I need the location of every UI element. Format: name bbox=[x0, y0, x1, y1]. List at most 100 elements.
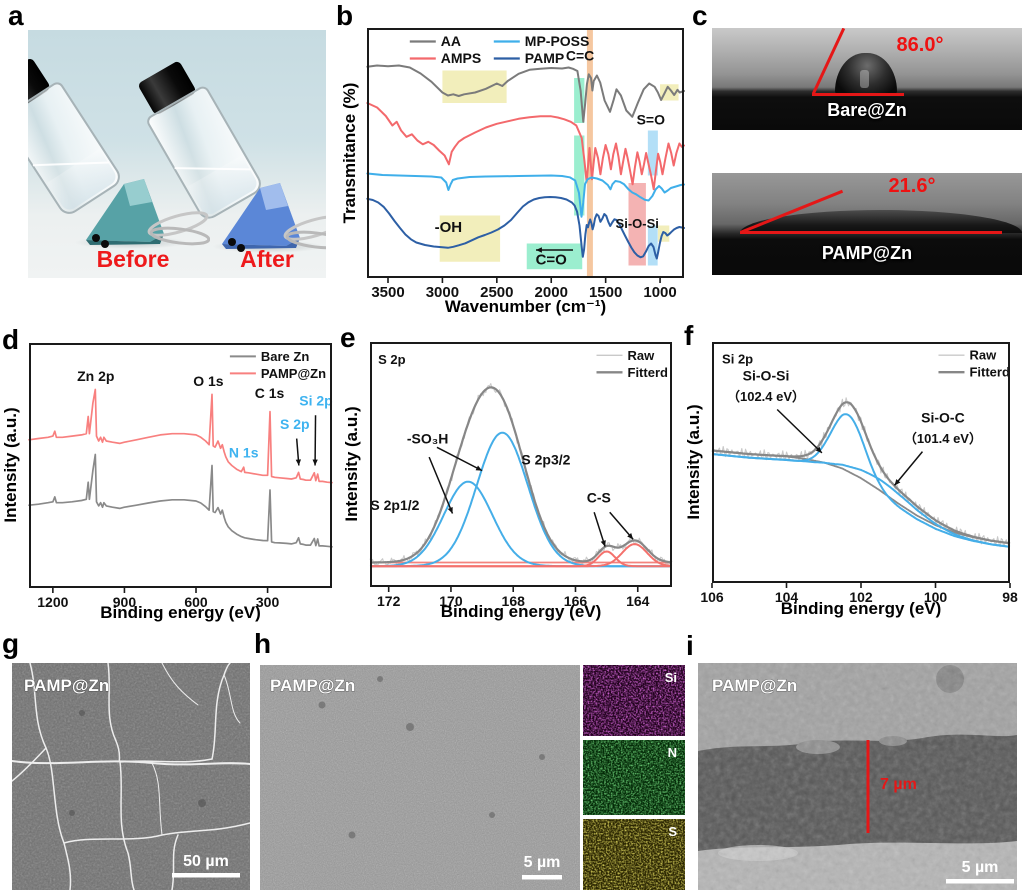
highlight-band bbox=[574, 78, 585, 123]
series-PAMP@Zn bbox=[28, 388, 333, 484]
x-tick-label: 166 bbox=[564, 593, 588, 609]
x-tick-label: 1000 bbox=[643, 284, 676, 301]
sem-dark-spots bbox=[69, 710, 225, 866]
liquid-line bbox=[174, 167, 251, 171]
ftir-chart: 3500 3000 2500 2000 1500 1000 C=C S=O -OH C=O Si-O… bbox=[366, 28, 685, 301]
baseline-curve bbox=[711, 449, 1011, 545]
x-tick-label: 164 bbox=[626, 593, 650, 609]
x-tick-label: 600 bbox=[184, 594, 208, 610]
clip-facet bbox=[260, 183, 288, 210]
arrow-head bbox=[600, 540, 606, 547]
scale-bar bbox=[522, 875, 562, 880]
arrow-head bbox=[894, 479, 901, 486]
highlight-band bbox=[660, 84, 679, 101]
binder-clip-teal bbox=[86, 179, 210, 248]
legend-label: PAMP@Zn bbox=[261, 366, 326, 381]
x-tick-label: 3000 bbox=[426, 284, 459, 301]
annotation-label: N 1s bbox=[229, 445, 259, 461]
x-tick-label: 300 bbox=[256, 594, 280, 610]
x-tick-label: 2500 bbox=[480, 284, 513, 301]
plot-frame bbox=[712, 342, 1010, 583]
angle-value: 86.0° bbox=[896, 34, 944, 56]
sample-label: PAMP@Zn bbox=[24, 676, 109, 695]
eds-n-speckle bbox=[583, 740, 685, 815]
legend-label: Fitterd bbox=[628, 365, 669, 380]
contact-angle-image-bare: 86.0° Bare@Zn bbox=[712, 28, 1022, 130]
eds-s-speckle bbox=[583, 819, 685, 890]
scale-bar-label: 50 µm bbox=[183, 853, 229, 870]
legend-label: Raw bbox=[969, 348, 997, 363]
legend-label: MP-POSS bbox=[525, 33, 590, 49]
series-AA bbox=[366, 64, 685, 123]
annotation-label: -OH bbox=[435, 219, 463, 236]
panel-letter-d: d bbox=[2, 324, 20, 355]
annotation-label: Si-O-C bbox=[921, 410, 965, 426]
annotation-label: C-S bbox=[587, 489, 611, 505]
series-PAMP bbox=[366, 196, 685, 260]
highlight-band bbox=[647, 130, 658, 176]
b-y-axis-label: Transmitance (%) bbox=[340, 82, 359, 224]
water-droplet-flat bbox=[740, 210, 1022, 233]
annotation-arrow bbox=[428, 456, 454, 514]
xps-survey-chart: 1200 900 600 300 Zn 2p O 1s C 1s N 1s S 2p Si 2p B… bbox=[28, 343, 333, 610]
sem-grain bbox=[260, 665, 580, 890]
sem-image-surface: PAMP@Zn 5 µm bbox=[260, 665, 580, 890]
eds-map-strip: Si N S bbox=[583, 665, 685, 890]
panel-letter-a: a bbox=[8, 0, 24, 31]
s2p-chart: 172 170 168 166 164 S 2p -SO₃H S 2p3/2 S 2p1/2 C-… bbox=[369, 342, 673, 609]
series-Bare Zn bbox=[28, 453, 333, 548]
legend-label: AA bbox=[441, 33, 461, 49]
clip-hinge bbox=[228, 238, 236, 246]
x-tick-label: 100 bbox=[924, 589, 948, 605]
annotation-arrow bbox=[593, 512, 606, 547]
fit-peak bbox=[370, 543, 673, 568]
x-tick-label: 3500 bbox=[371, 284, 404, 301]
x-tick-label: 1200 bbox=[37, 594, 68, 610]
annotation-label: Si 2p bbox=[299, 392, 332, 408]
arrow-head bbox=[447, 507, 453, 514]
sem-image-cross-section: 7 µm PAMP@Zn 5 µm bbox=[698, 663, 1017, 890]
panel-letter-c: c bbox=[692, 0, 708, 31]
x-tick-label: 2000 bbox=[535, 284, 568, 301]
legend-label: AMPS bbox=[441, 50, 481, 66]
annotation-label: Zn 2p bbox=[77, 368, 114, 384]
sample-label: PAMP@Zn bbox=[712, 676, 797, 695]
panel-letter-i: i bbox=[686, 630, 694, 661]
legend-label: Bare Zn bbox=[261, 349, 309, 364]
sample-name: Bare@Zn bbox=[827, 100, 907, 120]
arrow-head bbox=[475, 465, 483, 471]
clip-hinge bbox=[92, 234, 100, 242]
eds-si-label: Si bbox=[665, 670, 677, 685]
annotation-label: O 1s bbox=[193, 373, 224, 389]
d-x-axis-label: Binding energy (eV) bbox=[100, 603, 261, 622]
e-y-axis-label: Intensity (a.u.) bbox=[342, 406, 361, 522]
legend-label: Raw bbox=[628, 348, 656, 363]
x-tick-label: 900 bbox=[113, 594, 137, 610]
fit-peak bbox=[711, 453, 1011, 548]
droplet-glint bbox=[860, 70, 869, 88]
annotation-label: S 2p bbox=[378, 352, 406, 367]
x-tick-label: 102 bbox=[849, 589, 873, 605]
scale-bar bbox=[172, 873, 240, 878]
sem-dark-spots bbox=[318, 676, 545, 839]
sem-grain bbox=[698, 663, 1017, 890]
annotation-label: C=C bbox=[566, 48, 594, 64]
panel-letter-f: f bbox=[684, 320, 694, 351]
highlight-band bbox=[439, 215, 501, 262]
contact-baseline bbox=[740, 231, 1002, 234]
annotation-label: S 2p1/2 bbox=[370, 497, 419, 513]
x-tick-label: 106 bbox=[700, 589, 724, 605]
binder-clip-blue bbox=[222, 183, 326, 252]
panel-letter-h: h bbox=[254, 628, 272, 659]
eds-si-speckle bbox=[583, 665, 685, 736]
panel-letter-g: g bbox=[2, 628, 20, 659]
contact-angle-image-pamp: 21.6° PAMP@Zn bbox=[712, 173, 1022, 275]
legend-label: PAMP bbox=[525, 50, 564, 66]
clip-hinge bbox=[101, 240, 109, 248]
scale-bar-label: 5 µm bbox=[962, 859, 999, 876]
photo-vials: Before After bbox=[28, 30, 326, 278]
eds-s-label: S bbox=[668, 824, 677, 839]
arrow-head bbox=[295, 459, 301, 466]
